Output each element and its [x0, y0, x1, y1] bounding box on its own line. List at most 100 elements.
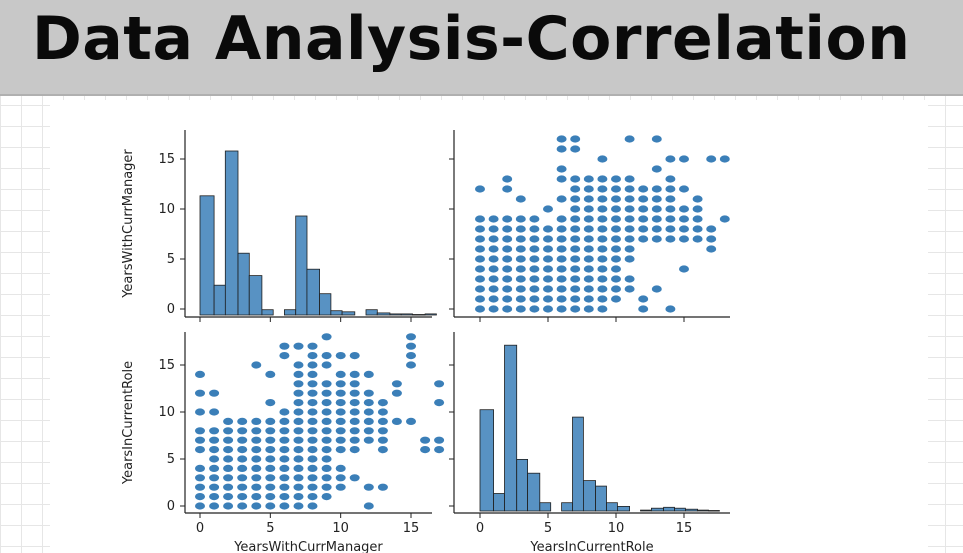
scatter-point [651, 195, 662, 203]
scatter-point [195, 370, 205, 378]
scatter-point [237, 436, 248, 444]
scatter-point [529, 225, 540, 233]
scatter-point [570, 185, 581, 193]
scatter-point [251, 446, 262, 454]
scatter-point [583, 285, 594, 293]
scatter-point [665, 185, 676, 193]
histogram-bar [685, 508, 699, 512]
scatter-point [543, 295, 553, 303]
scatter-point [406, 342, 416, 350]
scatter-point [679, 215, 689, 223]
scatter-point [307, 446, 318, 454]
scatter-point [638, 235, 649, 243]
scatter-point [515, 275, 526, 283]
scatter-point [624, 135, 635, 143]
scatter-point [223, 464, 234, 472]
pairplot-figure: 0 5 10 15 0 5 10 15 0 5 10 15 0 5 10 15 YearsWithCurrMan… [50, 100, 928, 553]
scatter-point [556, 265, 567, 273]
scatter-point [624, 255, 635, 263]
scatter-point [237, 446, 248, 454]
scatter-point [434, 436, 445, 444]
histogram-bar [306, 268, 320, 316]
scatter-point [307, 483, 318, 491]
scatter-point [651, 215, 662, 223]
histogram-bar [493, 493, 505, 512]
scatter-point [515, 215, 526, 223]
scatter-point [556, 275, 567, 283]
scatter-point [570, 205, 581, 213]
scatter-point [377, 427, 388, 435]
histogram-bar [376, 312, 391, 316]
histogram-bar [617, 505, 631, 512]
scatter-point [223, 427, 234, 435]
scatter-point [265, 399, 276, 407]
scatter-point [570, 265, 581, 273]
scatter-point [570, 255, 581, 263]
scatter-point [237, 417, 248, 425]
scatter-point [279, 408, 290, 416]
scatter-point [624, 185, 635, 193]
scatter-point [679, 185, 689, 193]
scatter-point [475, 305, 485, 313]
scatter-point [570, 305, 581, 313]
scatter-point [515, 245, 526, 253]
scatter-point [335, 370, 346, 378]
scatter-point [377, 483, 388, 491]
scatter-point [556, 215, 567, 223]
scatter-point [475, 215, 485, 223]
scatter-point [349, 446, 360, 454]
scatter-point [321, 352, 332, 360]
scatter-point [265, 483, 276, 491]
x-tick-label: 10 [332, 521, 349, 536]
scatter-point [307, 417, 318, 425]
scatter-point [265, 474, 276, 482]
y-axis-label: YearsInCurrentRole [121, 361, 136, 485]
scatter-point [665, 225, 676, 233]
scatter-point [706, 155, 717, 163]
scatter-point [377, 417, 388, 425]
scatter-point [502, 285, 513, 293]
x-axis-label: YearsWithCurrManager [233, 540, 383, 553]
scatter-point [251, 502, 262, 510]
scatter-point [349, 380, 360, 388]
page-title: Data Analysis-Correlation [32, 4, 911, 74]
scatter-point [293, 464, 304, 472]
scatter-point [237, 474, 248, 482]
scatter-point [651, 165, 662, 173]
scatter-point [665, 305, 676, 313]
scatter-point [223, 493, 234, 501]
scatter-point [293, 361, 304, 369]
scatter-point [597, 225, 608, 233]
scatter-point [611, 245, 621, 253]
scatter-point [293, 446, 304, 454]
scatter-point [624, 215, 635, 223]
scatter-point [349, 474, 360, 482]
scatter-point [570, 195, 581, 203]
scatter-point [502, 255, 513, 263]
scatter-point [349, 408, 360, 416]
scatter-point [515, 195, 526, 203]
histogram-bar [583, 480, 597, 512]
scatter-point [265, 436, 276, 444]
scatter-point [570, 215, 581, 223]
scatter-point [597, 175, 608, 183]
scatter-point [583, 205, 594, 213]
scatter-point [279, 455, 290, 463]
scatter-point [692, 215, 703, 223]
y-tick-label: 10 [158, 202, 175, 217]
scatter-point [293, 399, 304, 407]
scatter-point [293, 474, 304, 482]
scatter-point [293, 436, 304, 444]
scatter-point [195, 446, 205, 454]
histogram-bar [199, 195, 215, 316]
scatter-point [624, 225, 635, 233]
scatter-point [597, 205, 608, 213]
scatter-point [488, 295, 499, 303]
scatter-point [237, 483, 248, 491]
scatter-point [195, 389, 205, 397]
scatter-point [363, 483, 374, 491]
scatter-point [434, 380, 445, 388]
scatter-point [638, 185, 649, 193]
histogram-bar [697, 509, 709, 512]
scatter-point [597, 235, 608, 243]
